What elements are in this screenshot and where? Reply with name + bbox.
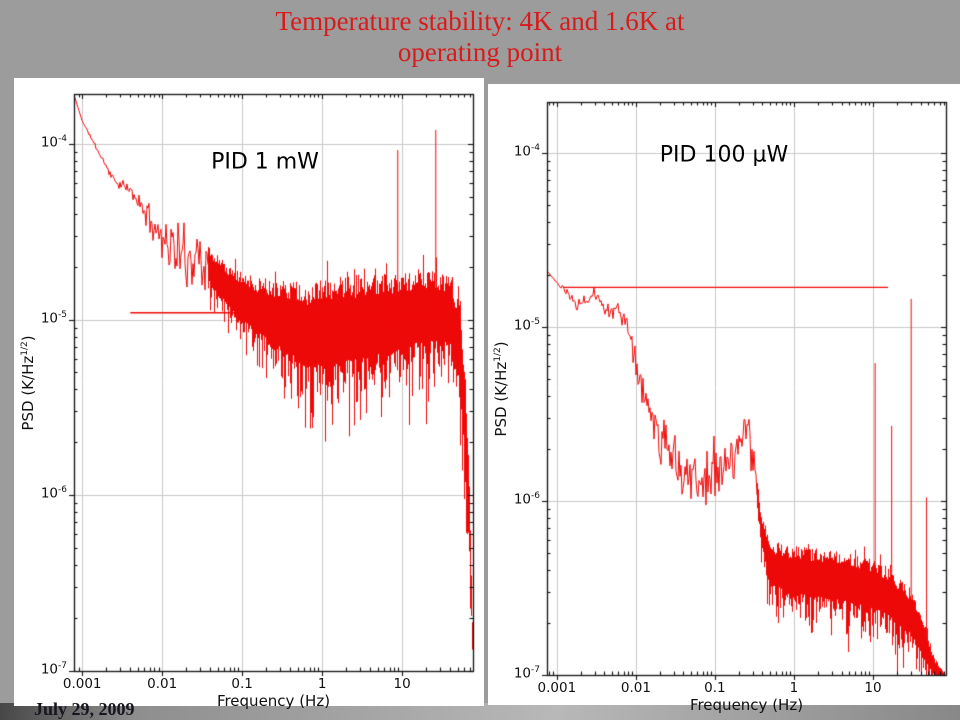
plot-panel-pid-1mw: PID 1 mW 0.001 0.01 0.1 1 10 10-4 10-5 10-6 10-7… — [14, 78, 484, 710]
y-tick-label: 10-7 — [40, 661, 67, 678]
x-tick-label: 0.1 — [231, 676, 253, 692]
x-tick-label: 1 — [789, 680, 799, 696]
y-tick-label: 10-5 — [40, 309, 67, 327]
plot-panel-pid-100uw: PID 100 µW 0.001 0.01 0.1 1 10 10-4 10-5 10-6 10… — [488, 84, 960, 714]
slide-title-line2: operating point — [397, 37, 563, 67]
plot-annotation-pid-100uw: PID 100 µW — [659, 142, 789, 168]
slide-date: July 29, 2009 — [34, 699, 135, 719]
x-tick-label: 10 — [864, 680, 882, 696]
x-tick-label: 0.001 — [537, 680, 577, 696]
x-tick-label: 0.01 — [620, 680, 651, 696]
x-tick-label: 0.01 — [147, 676, 178, 692]
x-tick-label: 0.1 — [704, 680, 726, 696]
y-tick-label: 10-5 — [513, 316, 540, 334]
y-tick-label: 10-6 — [40, 485, 67, 502]
plot-annotation-pid-1mw: PID 1 mW — [211, 149, 319, 175]
y-tick-label: 10-7 — [513, 665, 540, 682]
x-tick-label: 1 — [317, 676, 327, 692]
x-axis-label: Frequency (Hz) — [689, 696, 804, 714]
psd-plot-pid-1mw — [14, 78, 484, 706]
y-tick-label: 10-6 — [513, 490, 540, 508]
x-tick-label: 10 — [393, 676, 411, 692]
psd-plot-pid-100uw — [488, 84, 960, 705]
x-tick-label: 0.001 — [62, 676, 102, 692]
y-axis-label: PSD (K/Hz1/2) — [19, 334, 37, 431]
slide-bottom-gradient-bar — [0, 703, 960, 720]
y-tick-label: 10-4 — [513, 142, 540, 160]
y-axis-label: PSD (K/Hz1/2) — [492, 340, 510, 437]
slide-title: Temperature stability: 4K and 1.6K at op… — [0, 6, 960, 68]
slide-title-line1: Temperature stability: 4K and 1.6K at — [275, 6, 685, 36]
x-axis-label: Frequency (Hz) — [216, 692, 331, 710]
y-tick-label: 10-4 — [40, 133, 67, 151]
